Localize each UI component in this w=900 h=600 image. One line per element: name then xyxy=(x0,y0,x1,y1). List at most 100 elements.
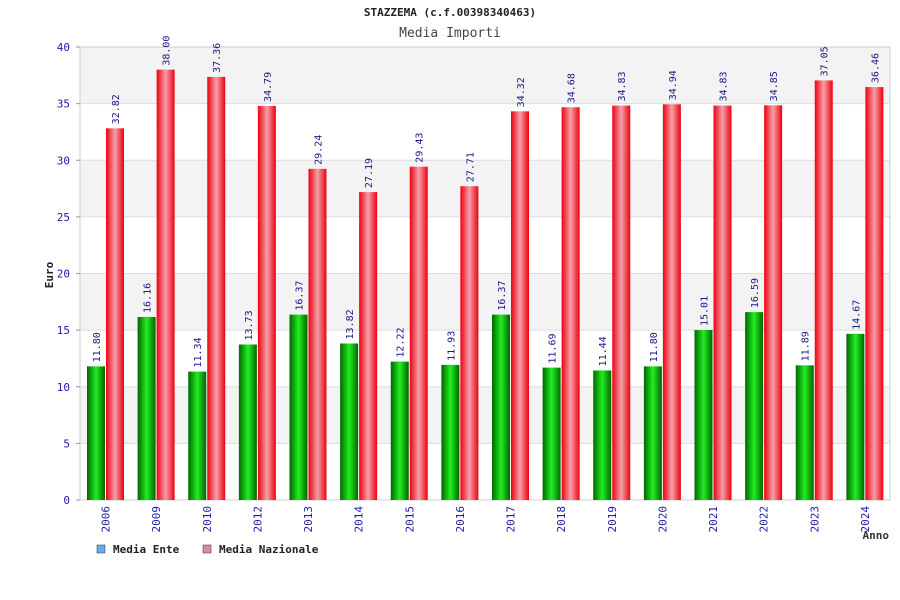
bar-media-nazionale xyxy=(359,192,378,501)
x-tick-label: 2015 xyxy=(403,506,416,533)
data-label-media-ente: 11.93 xyxy=(446,331,457,361)
bar-media-ente xyxy=(289,314,308,500)
bar-media-nazionale xyxy=(409,166,428,500)
x-tick-label: 2006 xyxy=(100,506,113,533)
bar-media-ente xyxy=(137,316,156,500)
bar-media-ente xyxy=(694,330,713,500)
data-label-media-ente: 16.37 xyxy=(295,281,306,311)
y-tick-label: 25 xyxy=(57,211,70,224)
data-label-media-nazionale: 37.05 xyxy=(820,46,831,76)
x-tick-label: 2014 xyxy=(353,506,366,533)
y-axis-ticks: 0 5 10 15 20 25 30 35 40 xyxy=(57,41,80,507)
data-label-media-nazionale: 34.79 xyxy=(263,72,274,102)
y-tick-label: 35 xyxy=(57,98,70,111)
bar-media-ente xyxy=(795,365,814,500)
x-tick-label: 2021 xyxy=(707,506,720,533)
y-tick-label: 15 xyxy=(57,324,70,337)
legend: Media Ente Media Nazionale xyxy=(96,543,319,556)
data-label-media-ente: 11.34 xyxy=(193,337,204,367)
data-label-media-ente: 11.80 xyxy=(92,332,103,362)
data-label-media-nazionale: 34.83 xyxy=(617,71,628,101)
x-tick-label: 2020 xyxy=(656,506,669,533)
chart-subtitle: Media Importi xyxy=(399,26,501,41)
x-tick-label: 2017 xyxy=(505,506,518,533)
y-axis-label: Euro xyxy=(43,261,56,288)
y-tick-label: 5 xyxy=(63,437,70,450)
data-label-media-nazionale: 29.43 xyxy=(415,133,426,163)
bar-media-ente xyxy=(87,366,105,500)
x-tick-label: 2019 xyxy=(606,506,619,533)
data-label-media-ente: 12.22 xyxy=(396,327,407,357)
data-label-media-nazionale: 34.32 xyxy=(516,77,527,107)
data-label-media-ente: 13.73 xyxy=(244,310,255,340)
data-label-media-nazionale: 27.19 xyxy=(364,158,375,188)
data-label-media-ente: 14.67 xyxy=(851,300,862,330)
data-label-media-nazionale: 38.00 xyxy=(162,36,173,66)
data-label-media-ente: 11.80 xyxy=(649,332,660,362)
x-axis-ticks: 2006 2009 2010 2012 2013 2014 2015 2016 2017 2018… xyxy=(100,506,872,533)
bar-media-nazionale xyxy=(561,107,580,501)
data-label-media-nazionale: 34.94 xyxy=(668,70,679,100)
y-tick-label: 0 xyxy=(63,494,70,507)
bar-media-nazionale xyxy=(662,104,681,500)
bar-media-ente xyxy=(238,344,257,500)
bar-media-ente xyxy=(390,361,409,500)
data-label-media-nazionale: 29.24 xyxy=(314,135,325,165)
bar-media-ente xyxy=(745,312,764,500)
bar-media-nazionale xyxy=(460,186,479,500)
x-tick-label: 2022 xyxy=(758,506,771,533)
bar-media-ente xyxy=(593,370,612,500)
bar-media-nazionale xyxy=(257,106,276,501)
x-tick-label: 2016 xyxy=(454,506,467,533)
data-label-media-nazionale: 37.36 xyxy=(212,43,223,73)
bar-media-ente xyxy=(643,366,662,500)
data-label-media-ente: 11.69 xyxy=(548,334,559,364)
legend-label-media-ente: Media Ente xyxy=(113,543,180,556)
x-tick-label: 2012 xyxy=(251,506,264,533)
bar-media-nazionale xyxy=(156,69,175,501)
x-tick-label: 2010 xyxy=(201,506,214,533)
data-label-media-ente: 11.89 xyxy=(801,331,812,361)
bar-media-ente xyxy=(542,367,561,500)
data-label-media-nazionale: 36.46 xyxy=(870,53,881,83)
bar-media-ente xyxy=(340,343,359,500)
data-label-media-ente: 13.82 xyxy=(345,309,356,339)
data-label-media-nazionale: 34.85 xyxy=(769,71,780,101)
bar-media-nazionale xyxy=(612,105,631,501)
x-tick-label: 2013 xyxy=(302,506,315,533)
data-label-media-nazionale: 32.82 xyxy=(111,94,122,124)
y-tick-label: 30 xyxy=(57,154,70,167)
chart-title: STAZZEMA (c.f.00398340463) xyxy=(364,6,536,19)
bars-group: 11.80 32.82 16.16 38.00 11.34 37.36 13.73 34.79… xyxy=(87,36,884,501)
bar-media-nazionale xyxy=(511,111,529,501)
bar-media-ente xyxy=(188,371,207,500)
data-label-media-ente: 16.59 xyxy=(750,278,761,308)
y-tick-label: 40 xyxy=(57,41,70,54)
x-tick-label: 2023 xyxy=(808,506,821,533)
bar-media-ente xyxy=(492,314,510,500)
data-label-media-nazionale: 34.83 xyxy=(719,71,730,101)
data-label-media-ente: 16.37 xyxy=(497,281,508,311)
bar-media-nazionale xyxy=(764,105,783,500)
bar-media-nazionale xyxy=(865,87,884,500)
data-label-media-ente: 11.44 xyxy=(598,336,609,366)
bar-media-nazionale xyxy=(106,128,124,500)
legend-label-media-nazionale: Media Nazionale xyxy=(219,543,319,556)
x-tick-label: 2024 xyxy=(859,506,872,533)
bar-media-nazionale xyxy=(308,168,327,500)
bar-media-nazionale xyxy=(713,105,732,501)
data-label-media-ente: 15.01 xyxy=(700,296,711,326)
data-label-media-nazionale: 27.71 xyxy=(465,152,476,182)
legend-swatch-media-nazionale xyxy=(202,544,212,554)
y-tick-label: 20 xyxy=(57,268,70,281)
bar-media-nazionale xyxy=(814,80,833,500)
bar-media-ente xyxy=(846,333,865,500)
legend-swatch-media-ente xyxy=(96,544,106,554)
bar-media-ente xyxy=(441,364,460,500)
data-label-media-nazionale: 34.68 xyxy=(567,73,578,103)
x-axis-label: Anno xyxy=(863,529,890,542)
x-tick-label: 2018 xyxy=(555,506,568,533)
bar-media-nazionale xyxy=(207,76,226,500)
data-label-media-ente: 16.16 xyxy=(143,283,154,313)
